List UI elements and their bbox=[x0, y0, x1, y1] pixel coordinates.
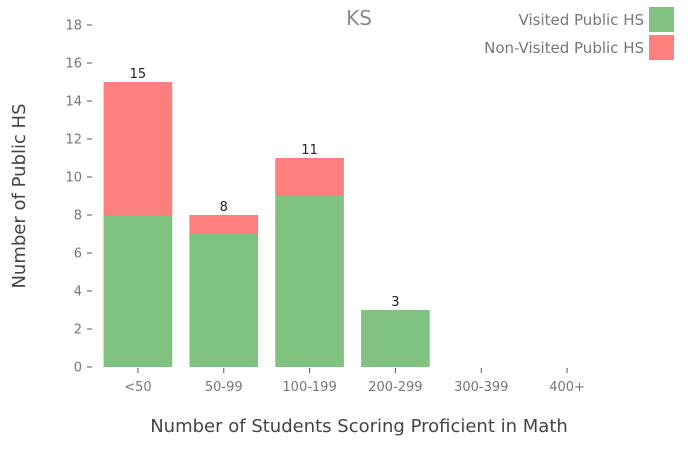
x-tick-label: <50 bbox=[124, 380, 151, 395]
bar-total-label: 8 bbox=[220, 200, 228, 215]
y-tick-label: 8 bbox=[74, 209, 82, 224]
chart-title: KS bbox=[346, 6, 372, 30]
labels-layer: 15 8 11 3 bbox=[130, 67, 400, 310]
bar-total-label: 15 bbox=[130, 67, 147, 82]
legend-swatch bbox=[649, 35, 674, 60]
y-tick-label: 16 bbox=[65, 57, 82, 72]
x-tick-label: 100-199 bbox=[282, 380, 336, 395]
x-tick-label: 200-299 bbox=[368, 380, 422, 395]
bar-visited bbox=[189, 234, 259, 367]
bar-total-label: 3 bbox=[391, 295, 399, 310]
legend-label: Non-Visited Public HS bbox=[484, 39, 644, 57]
x-axis-title: Number of Students Scoring Proficient in… bbox=[150, 416, 568, 437]
bars-layer bbox=[103, 82, 430, 367]
y-tick-label: 0 bbox=[74, 361, 82, 376]
y-axis-title: Number of Public HS bbox=[9, 103, 30, 288]
y-tick-label: 18 bbox=[65, 19, 82, 34]
bar-visited bbox=[275, 196, 344, 367]
x-tick-label: 50-99 bbox=[205, 380, 243, 395]
bar-visited bbox=[103, 215, 173, 367]
legend-swatch bbox=[649, 7, 674, 32]
y-tick-label: 12 bbox=[65, 133, 82, 148]
y-tick-label: 4 bbox=[74, 285, 82, 300]
bar-non-visited bbox=[103, 82, 173, 215]
y-tick-label: 2 bbox=[74, 323, 82, 338]
y-tick-label: 10 bbox=[65, 171, 82, 186]
legend: Visited Public HS Non-Visited Public HS bbox=[484, 7, 674, 60]
x-tick-label: 300-399 bbox=[454, 380, 508, 395]
bar-total-label: 11 bbox=[301, 143, 318, 158]
bar-non-visited bbox=[275, 158, 344, 196]
bar-visited bbox=[361, 310, 430, 367]
legend-label: Visited Public HS bbox=[519, 11, 644, 29]
bar-non-visited bbox=[189, 215, 259, 234]
x-tick-label: 400+ bbox=[549, 380, 585, 395]
y-tick-label: 6 bbox=[74, 247, 82, 262]
y-tick-label: 14 bbox=[65, 95, 82, 110]
axis-layer: <50 50-99 100-199 200-299 300-399 400+ 0 2 4 6 8 10… bbox=[65, 19, 584, 396]
